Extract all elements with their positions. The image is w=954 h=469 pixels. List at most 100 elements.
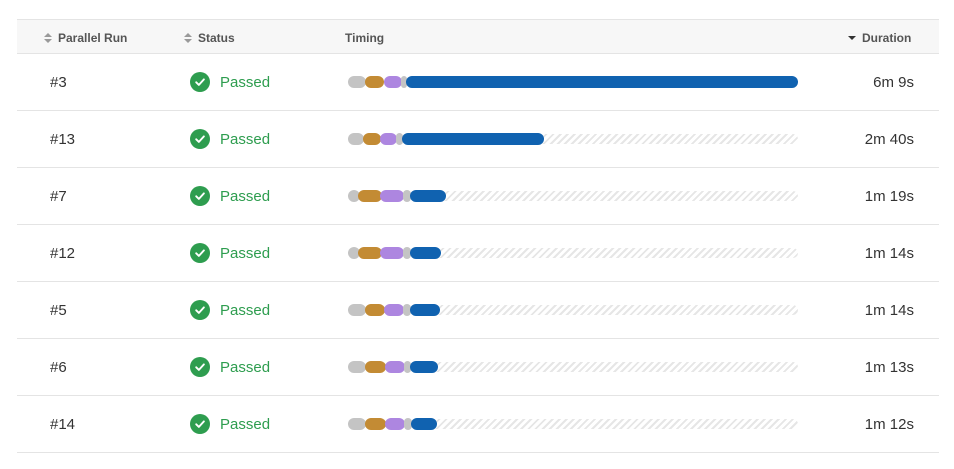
status-cell: Passed — [190, 339, 270, 395]
duration-value: 1m 12s — [864, 415, 914, 433]
timing-segment-stage4 — [396, 133, 403, 145]
timing-track — [348, 190, 798, 202]
timing-track — [348, 304, 798, 316]
timing-bar[interactable] — [348, 339, 798, 395]
status-cell: Passed — [190, 111, 270, 167]
timing-segment-setup — [348, 76, 366, 88]
table-row[interactable]: #14 Passed 1m 12s — [17, 396, 939, 453]
timing-segment-stage3 — [385, 418, 405, 430]
status-cell: Passed — [190, 396, 270, 452]
table-row[interactable]: #5 Passed 1m 14s — [17, 282, 939, 339]
run-number[interactable]: #13 — [50, 130, 76, 148]
table-row[interactable]: #3 Passed 6m 9s — [17, 54, 939, 111]
timing-segment-setup — [348, 247, 360, 259]
timing-bar[interactable] — [348, 168, 798, 224]
timing-track — [348, 361, 798, 373]
status-cell: Passed — [190, 282, 270, 338]
timing-bar[interactable] — [348, 111, 798, 167]
timing-segment-setup — [348, 133, 364, 145]
timing-segment-run — [410, 190, 446, 202]
timing-segment-stage4 — [401, 76, 407, 88]
timing-segment-stage4 — [403, 304, 411, 316]
duration-value: 1m 19s — [864, 187, 914, 205]
timing-segment-stage4 — [404, 418, 412, 430]
sort-desc-icon — [848, 35, 856, 40]
remaining-time-hatch — [538, 134, 798, 144]
check-circle-icon — [190, 414, 210, 434]
timing-bar[interactable] — [348, 282, 798, 338]
timing-segment-setup — [348, 418, 366, 430]
status-cell: Passed — [190, 54, 270, 110]
timing-segment-stage3 — [385, 361, 405, 373]
timing-segment-run — [411, 418, 437, 430]
timing-segment-setup — [348, 190, 360, 202]
timing-segment-stage3 — [380, 247, 404, 259]
column-header-status[interactable]: Status — [184, 20, 235, 55]
remaining-time-hatch — [434, 305, 798, 315]
table-row[interactable]: #7 Passed 1m 19s — [17, 168, 939, 225]
column-label-parallel-run: Parallel Run — [58, 30, 128, 45]
timing-segment-stage2 — [365, 304, 385, 316]
column-header-timing: Timing — [345, 20, 384, 55]
run-number[interactable]: #14 — [50, 415, 76, 433]
duration-value: 6m 9s — [873, 73, 914, 91]
run-number[interactable]: #7 — [50, 187, 67, 205]
duration-value: 1m 13s — [864, 358, 914, 376]
run-number[interactable]: #6 — [50, 358, 67, 376]
duration-value: 1m 14s — [864, 244, 914, 262]
status-label: Passed — [220, 73, 271, 91]
run-number[interactable]: #3 — [50, 73, 67, 91]
timing-bar[interactable] — [348, 225, 798, 281]
remaining-time-hatch — [431, 419, 798, 429]
timing-segment-stage2 — [365, 418, 386, 430]
parallel-runs-table: Parallel Run Status Timing Duration #3 P… — [17, 19, 939, 453]
remaining-time-hatch — [432, 362, 798, 372]
check-circle-icon — [190, 243, 210, 263]
timing-segment-stage4 — [403, 247, 411, 259]
table-row[interactable]: #13 Passed 2m 40s — [17, 111, 939, 168]
timing-segment-stage2 — [365, 361, 386, 373]
status-label: Passed — [220, 244, 271, 262]
run-number[interactable]: #12 — [50, 244, 76, 262]
sort-icon — [44, 32, 52, 43]
timing-segment-stage3 — [384, 76, 402, 88]
check-circle-icon — [190, 186, 210, 206]
timing-segment-stage3 — [380, 133, 397, 145]
status-cell: Passed — [190, 225, 270, 281]
status-cell: Passed — [190, 168, 270, 224]
duration-value: 2m 40s — [864, 130, 914, 148]
sort-icon — [184, 32, 192, 43]
timing-segment-run — [410, 361, 438, 373]
status-label: Passed — [220, 415, 271, 433]
timing-track — [348, 133, 798, 145]
status-label: Passed — [220, 301, 271, 319]
status-label: Passed — [220, 130, 271, 148]
timing-bar[interactable] — [348, 54, 798, 110]
status-label: Passed — [220, 187, 271, 205]
check-circle-icon — [190, 357, 210, 377]
remaining-time-hatch — [440, 191, 798, 201]
timing-bar[interactable] — [348, 396, 798, 452]
column-label-duration: Duration — [862, 30, 912, 45]
table-row[interactable]: #12 Passed 1m 14s — [17, 225, 939, 282]
column-header-parallel-run[interactable]: Parallel Run — [44, 20, 127, 55]
timing-segment-stage4 — [404, 361, 411, 373]
timing-segment-stage2 — [358, 190, 382, 202]
timing-segment-stage3 — [380, 190, 404, 202]
status-label: Passed — [220, 358, 271, 376]
timing-segment-stage3 — [384, 304, 404, 316]
check-circle-icon — [190, 300, 210, 320]
timing-segment-stage4 — [403, 190, 411, 202]
timing-segment-run — [410, 304, 440, 316]
run-number[interactable]: #5 — [50, 301, 67, 319]
table-row[interactable]: #6 Passed 1m 13s — [17, 339, 939, 396]
timing-segment-run — [410, 247, 441, 259]
timing-segment-stage2 — [363, 133, 381, 145]
check-circle-icon — [190, 72, 210, 92]
remaining-time-hatch — [435, 248, 798, 258]
timing-track — [348, 247, 798, 259]
timing-track — [348, 418, 798, 430]
check-circle-icon — [190, 129, 210, 149]
column-header-duration[interactable]: Duration — [848, 20, 911, 55]
timing-segment-run — [402, 133, 544, 145]
